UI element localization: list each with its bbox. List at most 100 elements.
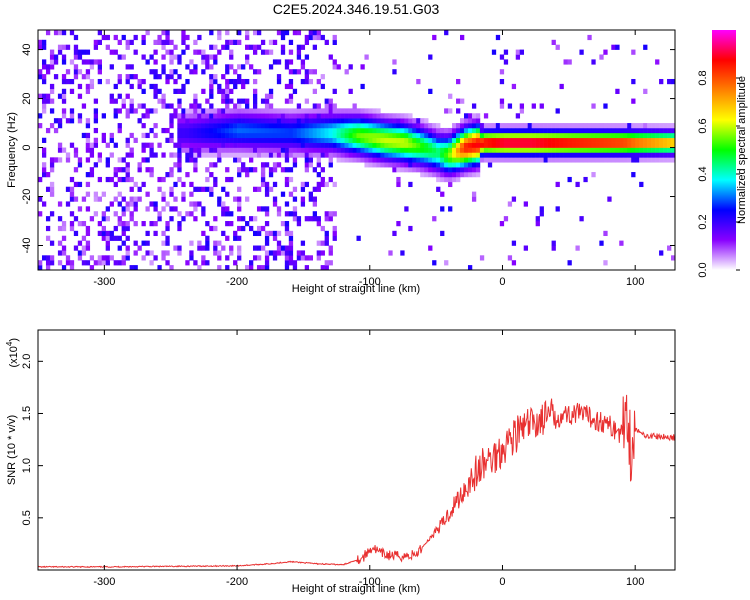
spectrogram-cell xyxy=(89,172,95,178)
spectrogram-cell xyxy=(412,162,417,168)
spectrogram-cell xyxy=(221,201,226,207)
spectrogram-cell xyxy=(392,69,397,75)
spectrogram-cell xyxy=(296,132,302,139)
spectrogram-cell xyxy=(101,255,106,261)
spectrogram-cell xyxy=(161,39,166,45)
spectrogram-cell xyxy=(324,108,329,114)
spectrogram-cell xyxy=(372,157,377,163)
spectrogram-cell xyxy=(372,152,377,158)
spectrogram-cell xyxy=(651,123,656,129)
spectrogram-cell xyxy=(392,230,397,237)
spectrogram-cell xyxy=(412,157,417,163)
spectrogram-cell xyxy=(376,132,381,139)
spectrogram-cell xyxy=(551,152,556,158)
snr-y-ticks: 0.51.01.52.0 xyxy=(21,354,675,525)
spectrogram-cell xyxy=(483,127,489,134)
spectrogram-cell xyxy=(237,103,242,109)
spectrogram-cell xyxy=(173,245,178,251)
spectrogram-cell xyxy=(221,127,226,134)
spectrogram-cell xyxy=(89,59,95,65)
spectrogram-cell xyxy=(241,64,246,70)
spectrogram-cell xyxy=(145,206,150,212)
spectrogram-cell xyxy=(316,216,321,222)
spectrogram-cell xyxy=(316,113,321,119)
spectrogram-cell xyxy=(579,152,584,158)
spectrogram-cell xyxy=(555,123,560,129)
spectrogram-cell xyxy=(268,152,274,158)
spectrogram-cell xyxy=(229,142,234,148)
spectrogram-cell xyxy=(153,39,158,45)
spectrogram-cell xyxy=(575,181,580,188)
spectrogram-cell xyxy=(304,39,310,45)
spectrogram-cell xyxy=(197,132,202,139)
spectrogram-cell xyxy=(45,98,51,104)
spectrogram-cell xyxy=(599,240,604,246)
spectrogram-cell xyxy=(511,152,517,158)
spectrogram-cell xyxy=(475,162,481,168)
spectrogram-cell xyxy=(237,250,242,256)
spectrogram-cell xyxy=(41,103,47,109)
spectrogram-cell xyxy=(432,123,437,129)
spectrogram-cell xyxy=(225,108,230,114)
spectrogram-cell xyxy=(65,118,71,124)
spectrogram-cell xyxy=(209,54,214,60)
spectrogram-cell xyxy=(97,221,102,227)
spectrogram-cell xyxy=(217,123,222,129)
spectrogram-cell xyxy=(432,152,437,158)
spectrogram-cell xyxy=(631,152,636,158)
spectrogram-cell xyxy=(535,147,540,153)
spectrogram-cell xyxy=(229,118,234,124)
spectrogram-cell xyxy=(420,172,425,178)
spectrogram-cell xyxy=(460,162,465,168)
spectrogram-cell xyxy=(272,118,278,124)
spectrogram-cell xyxy=(420,118,425,124)
spectrogram-cell xyxy=(125,235,130,241)
spectrogram-cell xyxy=(237,152,242,158)
spectrogram-cell xyxy=(181,123,186,129)
spectrogram-cell xyxy=(519,147,525,153)
spectrogram-cell xyxy=(85,132,91,139)
spectrogram-cell xyxy=(101,113,106,119)
spectrogram-cell xyxy=(241,127,246,134)
spectrogram-cell xyxy=(312,103,317,109)
spectrogram-cell xyxy=(113,172,118,178)
spectrogram-cell xyxy=(611,132,616,139)
spectrogram-cell xyxy=(153,69,158,75)
spectrogram-cell xyxy=(440,191,445,197)
spectrogram-cell xyxy=(340,108,345,114)
spectrogram-cell xyxy=(336,147,341,153)
spectrogram-cell xyxy=(567,59,572,65)
spectrogram-cell xyxy=(348,142,353,148)
spectrogram-cell xyxy=(193,186,198,192)
spectrogram-cell xyxy=(197,49,202,55)
spectrogram-cell xyxy=(38,74,43,80)
spectrogram-cell xyxy=(245,44,250,50)
spectrogram-cell xyxy=(201,142,206,148)
spectrogram-cell xyxy=(336,137,341,143)
spectrogram-cell xyxy=(603,147,608,153)
spectrogram-cell xyxy=(647,137,652,143)
spectrogram-cell xyxy=(372,113,377,119)
spectrogram-cell xyxy=(117,78,122,85)
spectrogram-cell xyxy=(73,49,79,55)
spectrogram-cell xyxy=(651,132,656,139)
spectrogram-cell xyxy=(332,34,337,41)
spectrogram-cell xyxy=(471,142,477,148)
spectrogram-cell xyxy=(209,44,214,50)
svg-text:(x104): (x104) xyxy=(5,338,20,368)
spectrogram-cell xyxy=(631,123,636,129)
spectrogram-cell xyxy=(428,157,433,163)
spectrogram-cell xyxy=(364,137,369,143)
spectrogram-cell xyxy=(300,123,306,129)
spectrogram-cell xyxy=(627,127,632,134)
spectrogram-cell xyxy=(169,69,174,75)
spectrogram-cell xyxy=(272,235,278,241)
spectrogram-cell xyxy=(615,142,620,148)
spectrogram-cell xyxy=(117,191,122,197)
spectrogram-cell xyxy=(328,103,333,109)
spectrogram-cell xyxy=(404,157,409,163)
spectrogram-cell xyxy=(276,123,282,129)
spectrogram-cell xyxy=(503,127,509,134)
spectrogram-cell xyxy=(97,69,102,75)
spectrogram-cell xyxy=(316,127,321,134)
